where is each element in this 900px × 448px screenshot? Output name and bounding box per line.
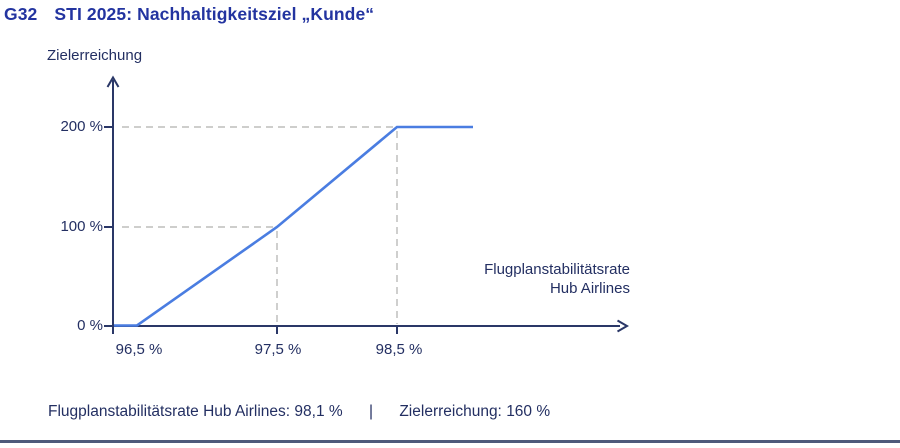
x-axis-title-line2: Hub Airlines bbox=[549, 280, 630, 297]
result-achievement-value: 160 % bbox=[506, 403, 551, 420]
y-tick-label-100: 100 % bbox=[60, 218, 103, 235]
bottom-divider bbox=[0, 440, 900, 443]
figure-title: G32 STI 2025: Nachhaltigkeitsziel „Kunde… bbox=[4, 4, 374, 25]
x-axis-title: Flugplanstabilitätsrate Hub Airlines bbox=[430, 260, 630, 298]
y-axis-arrow-icon bbox=[106, 75, 120, 88]
result-achievement-label: Zielerreichung: bbox=[399, 403, 502, 420]
x-tick-label-98-5: 98,5 % bbox=[375, 341, 423, 358]
result-metric-value: 98,1 % bbox=[294, 403, 343, 420]
y-tick-label-200: 200 % bbox=[60, 118, 103, 135]
y-axis-title: Zielerreichung bbox=[47, 47, 143, 64]
payout-curve-line bbox=[114, 125, 473, 327]
caption-separator: | bbox=[369, 403, 374, 420]
x-tick-label-97-5: 97,5 % bbox=[254, 341, 302, 358]
y-tick-label-0: 0 % bbox=[77, 317, 103, 334]
figure-number: G32 bbox=[4, 4, 38, 24]
result-caption: Flugplanstabilitätsrate Hub Airlines: 98… bbox=[48, 403, 550, 421]
result-metric-label: Flugplanstabilitätsrate Hub Airlines: bbox=[48, 403, 291, 420]
x-axis-title-line1: Flugplanstabilitätsrate bbox=[484, 261, 630, 278]
x-tick-label-96-5: 96,5 % bbox=[115, 341, 163, 358]
figure-title-text: STI 2025: Nachhaltigkeitsziel „Kunde“ bbox=[54, 4, 375, 24]
x-axis-arrow-icon bbox=[616, 319, 629, 333]
